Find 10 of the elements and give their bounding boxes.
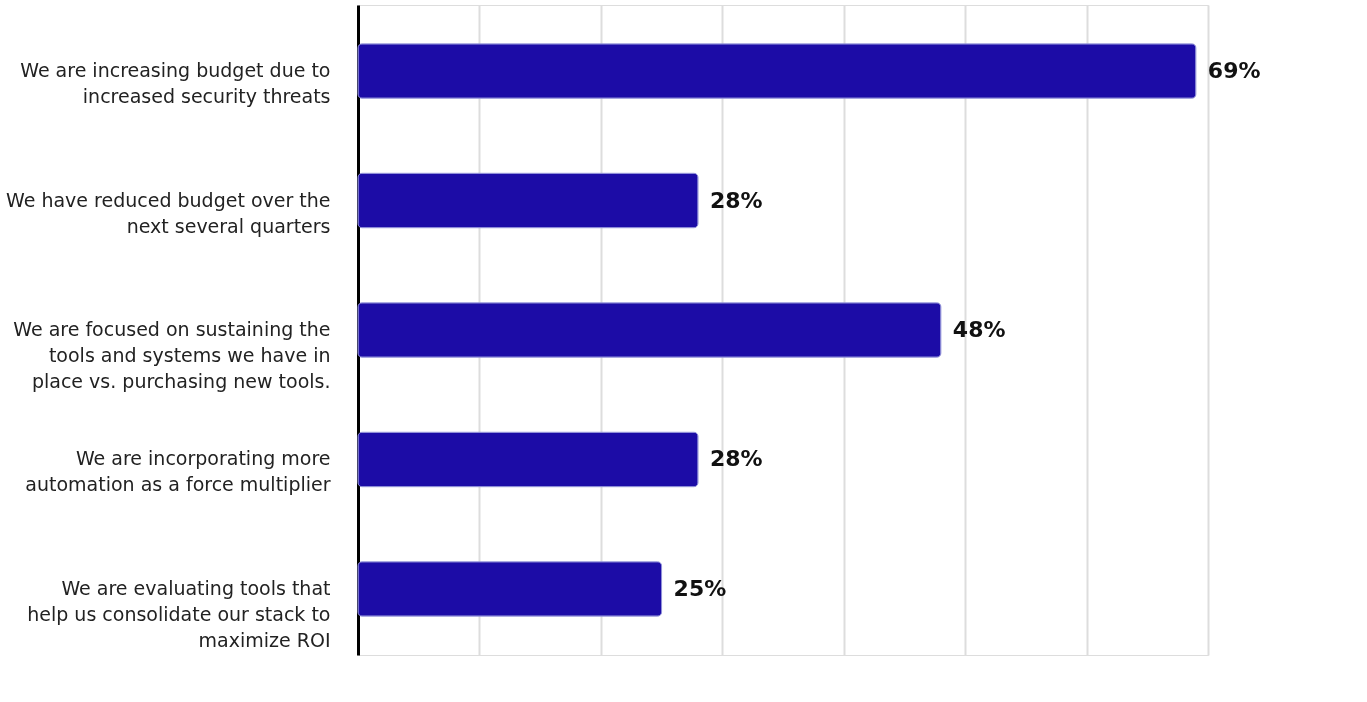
data-label: 69%: [1207, 58, 1261, 84]
y-tick-label: We are focused on sustaining the tools and systems we have in place vs. purchasing new tools.: [13, 318, 331, 392]
y-tick-label: We are evaluating tools that help us consolidate our stack to maximize ROI: [27, 576, 331, 651]
y-tick-label: We have reduced budget over the next several quarters: [6, 188, 331, 237]
y-tick-label: We are incorporating more automation as a force multiplier: [25, 447, 331, 496]
data-label: 28%: [710, 187, 763, 213]
data-label: 48%: [952, 317, 1006, 342]
data-label: 28%: [710, 446, 763, 472]
data-label: 25%: [673, 575, 727, 601]
y-tick-label: We are increasing budget due to increased security threats: [20, 59, 331, 108]
